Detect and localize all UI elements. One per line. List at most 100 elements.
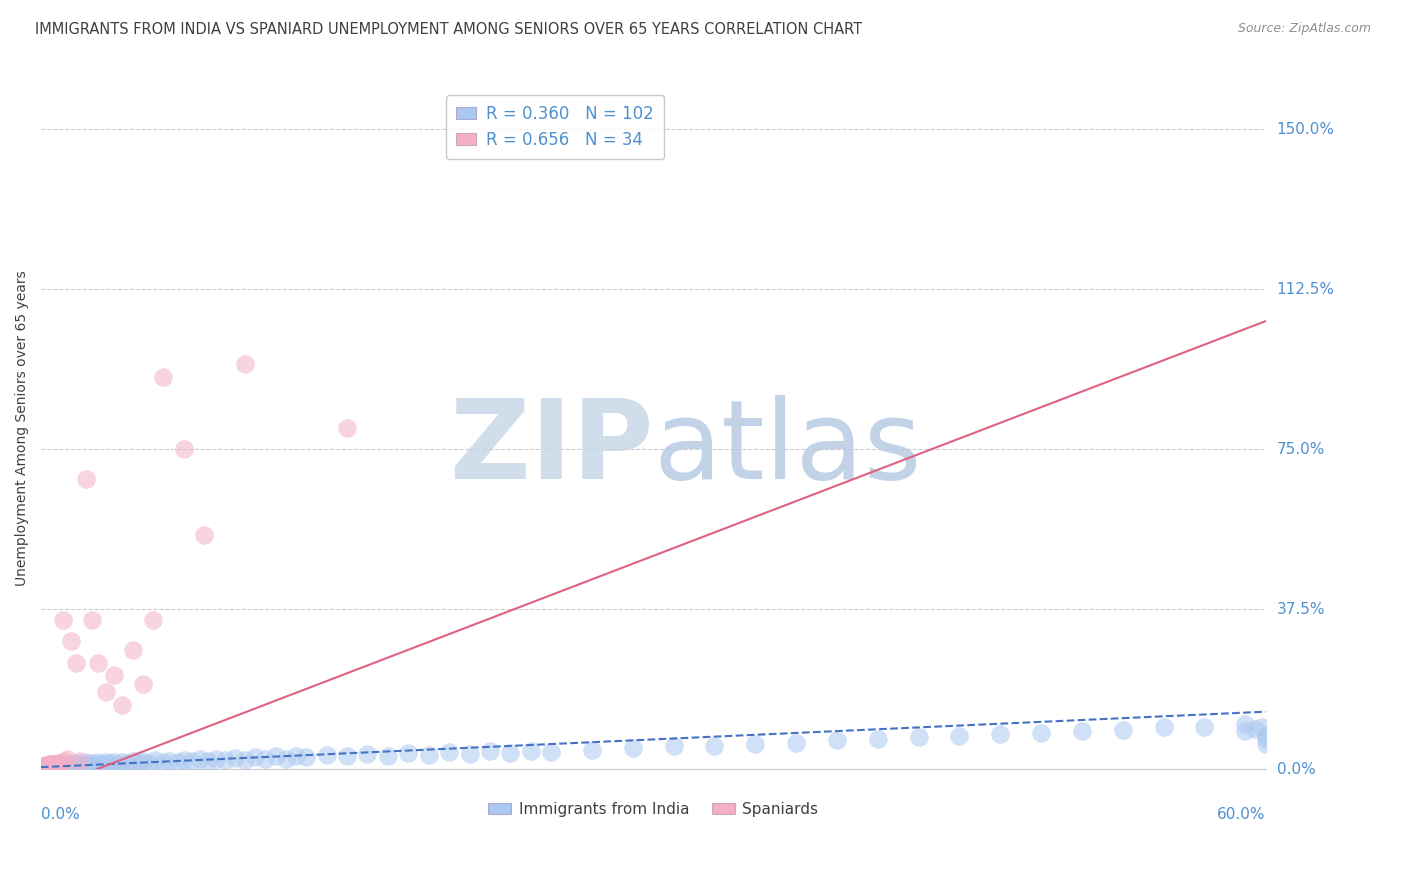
Point xyxy=(51,759,73,773)
Point xyxy=(396,746,419,760)
Point xyxy=(173,442,195,457)
Point xyxy=(132,677,155,691)
Point xyxy=(1244,722,1267,736)
Point xyxy=(152,755,174,769)
Point xyxy=(243,750,266,764)
Point xyxy=(58,756,80,771)
Point xyxy=(103,668,125,682)
Point xyxy=(138,756,160,770)
Point xyxy=(111,698,134,713)
Point xyxy=(39,760,62,774)
Point xyxy=(38,758,60,772)
Text: 150.0%: 150.0% xyxy=(1277,121,1334,136)
Point xyxy=(87,656,110,670)
Point xyxy=(69,757,91,772)
Point xyxy=(52,613,75,627)
Point xyxy=(621,741,644,756)
Point xyxy=(48,756,70,771)
Text: 0.0%: 0.0% xyxy=(41,807,80,822)
Point xyxy=(111,755,134,769)
Point xyxy=(356,747,378,761)
Point xyxy=(83,757,105,772)
Text: atlas: atlas xyxy=(654,395,922,502)
Point xyxy=(42,760,65,774)
Point xyxy=(46,757,69,772)
Text: ZIP: ZIP xyxy=(450,395,654,502)
Point xyxy=(38,757,60,772)
Point xyxy=(1112,723,1135,737)
Text: IMMIGRANTS FROM INDIA VS SPANIARD UNEMPLOYMENT AMONG SENIORS OVER 65 YEARS CORRE: IMMIGRANTS FROM INDIA VS SPANIARD UNEMPL… xyxy=(35,22,862,37)
Point xyxy=(53,757,76,772)
Point xyxy=(581,742,603,756)
Point xyxy=(39,758,62,772)
Point xyxy=(193,527,215,541)
Point xyxy=(1250,720,1272,734)
Point xyxy=(31,760,53,774)
Point xyxy=(540,745,562,759)
Point xyxy=(48,758,70,772)
Point xyxy=(44,759,66,773)
Point xyxy=(1071,723,1094,738)
Point xyxy=(62,756,84,771)
Point xyxy=(499,746,522,760)
Point xyxy=(60,758,83,772)
Point xyxy=(35,759,58,773)
Point xyxy=(69,754,91,768)
Point xyxy=(1254,737,1277,751)
Point xyxy=(35,759,58,773)
Point xyxy=(188,752,211,766)
Point xyxy=(224,751,246,765)
Y-axis label: Unemployment Among Seniors over 65 years: Unemployment Among Seniors over 65 years xyxy=(15,270,30,586)
Point xyxy=(744,737,766,751)
Point xyxy=(34,760,56,774)
Point xyxy=(1254,728,1277,742)
Point xyxy=(76,757,98,772)
Point xyxy=(142,613,165,627)
Point xyxy=(48,759,70,773)
Point xyxy=(121,642,143,657)
Point xyxy=(107,756,129,771)
Point xyxy=(98,756,121,771)
Point xyxy=(35,758,58,772)
Point xyxy=(285,748,308,763)
Point xyxy=(66,756,89,770)
Point xyxy=(173,753,195,767)
Point xyxy=(94,755,117,769)
Point xyxy=(214,753,236,767)
Point xyxy=(1194,720,1216,734)
Point xyxy=(157,754,180,768)
Point xyxy=(197,754,219,768)
Point xyxy=(94,685,117,699)
Point xyxy=(988,727,1011,741)
Text: 37.5%: 37.5% xyxy=(1277,602,1326,616)
Point xyxy=(39,759,62,773)
Point xyxy=(51,756,73,770)
Point xyxy=(662,739,685,753)
Point xyxy=(60,634,83,648)
Point xyxy=(1234,717,1257,731)
Point xyxy=(1234,723,1257,738)
Point xyxy=(38,760,60,774)
Point xyxy=(65,656,87,670)
Point xyxy=(180,754,202,768)
Point xyxy=(519,743,541,757)
Point xyxy=(65,758,87,772)
Point xyxy=(785,736,807,750)
Text: 75.0%: 75.0% xyxy=(1277,442,1324,457)
Point xyxy=(336,421,359,435)
Text: 60.0%: 60.0% xyxy=(1218,807,1265,822)
Point xyxy=(143,753,166,767)
Point xyxy=(38,759,60,773)
Point xyxy=(75,472,97,486)
Point xyxy=(38,760,60,774)
Point xyxy=(1254,732,1277,747)
Point xyxy=(31,760,53,774)
Point xyxy=(115,756,138,770)
Text: Source: ZipAtlas.com: Source: ZipAtlas.com xyxy=(1237,22,1371,36)
Point xyxy=(34,759,56,773)
Point xyxy=(907,731,929,745)
Point xyxy=(336,749,359,764)
Point xyxy=(1029,726,1052,740)
Point xyxy=(132,754,155,768)
Point xyxy=(42,758,65,772)
